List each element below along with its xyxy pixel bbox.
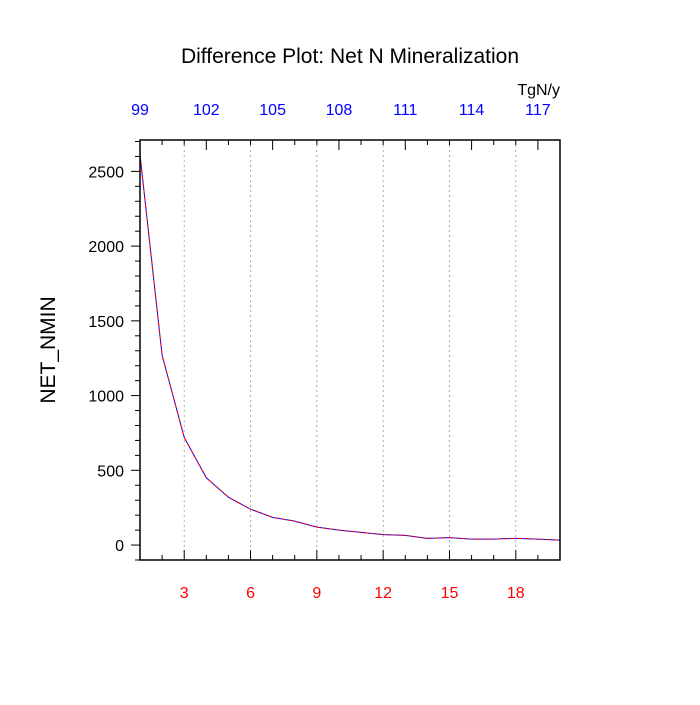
x-top-tick-label: 108 xyxy=(326,102,353,119)
top-axis-unit-label: TgN/y xyxy=(517,82,560,99)
tick-labels: 3 6 9 12 15 18 99 102 105 108 111 114 117 0 500 1000 150… xyxy=(88,102,550,602)
x-bottom-tick-label: 12 xyxy=(374,585,392,602)
y-tick-label: 2500 xyxy=(88,164,124,181)
grid-lines xyxy=(183,140,517,560)
x-top-tick-label: 102 xyxy=(193,102,220,119)
y-tick-label: 2000 xyxy=(88,239,124,256)
x-bottom-tick-label: 9 xyxy=(312,585,321,602)
y-tick-label: 500 xyxy=(97,463,124,480)
data-series xyxy=(139,154,561,541)
x-bottom-tick-label: 3 xyxy=(180,585,189,602)
axis-ticks xyxy=(131,140,561,561)
series-line-1 xyxy=(139,154,561,541)
x-top-tick-label: 99 xyxy=(131,102,149,119)
plot-frame xyxy=(139,139,561,561)
y-tick-label: 1500 xyxy=(88,314,124,331)
y-axis-label: NET_NMIN xyxy=(37,296,60,403)
x-bottom-tick-label: 18 xyxy=(507,585,525,602)
y-tick-label: 0 xyxy=(115,538,124,555)
x-top-tick-label: 114 xyxy=(459,102,485,119)
x-top-tick-label: 117 xyxy=(525,102,551,119)
x-bottom-tick-label: 6 xyxy=(246,585,255,602)
x-top-tick-label: 105 xyxy=(259,102,286,119)
chart-title: Difference Plot: Net N Mineralization xyxy=(181,45,519,68)
series-line-2 xyxy=(139,154,561,541)
x-bottom-tick-label: 15 xyxy=(441,585,459,602)
y-tick-label: 1000 xyxy=(88,389,124,406)
x-top-tick-label: 111 xyxy=(393,102,417,119)
